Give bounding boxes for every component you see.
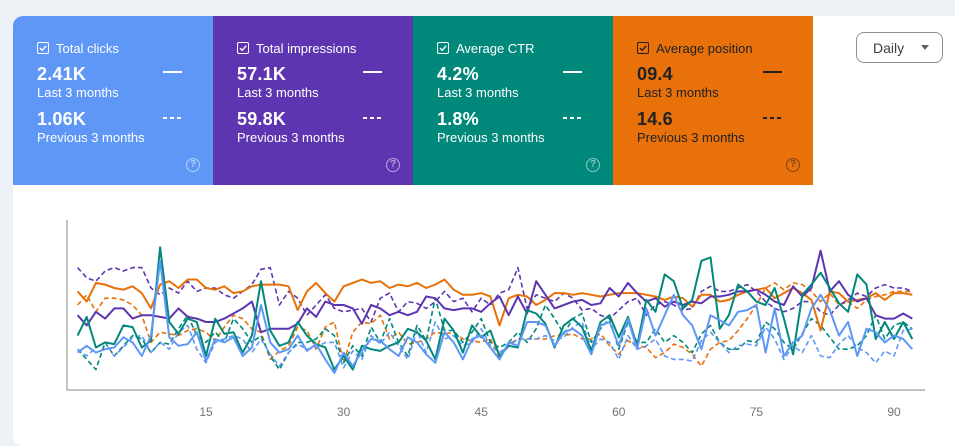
- dashed-line-legend-icon: [563, 117, 582, 119]
- previous-period-label: Previous 3 months: [437, 130, 545, 145]
- dashed-line-legend-icon: [363, 117, 382, 119]
- previous-value: 59.8K: [237, 109, 287, 129]
- performance-card: Total clicks 2.41K Last 3 months 1.06K P…: [13, 16, 955, 446]
- tile-total-clicks[interactable]: Total clicks 2.41K Last 3 months 1.06K P…: [13, 16, 213, 185]
- metric-label: Average CTR: [456, 40, 535, 56]
- x-tick-labels: 15 30 45 60 75 90: [199, 405, 901, 419]
- previous-period-label: Previous 3 months: [637, 130, 745, 145]
- solid-line-legend-icon: [763, 71, 782, 73]
- current-value: 4.2%: [437, 64, 479, 84]
- tile-total-impressions[interactable]: Total impressions 57.1K Last 3 months 59…: [213, 16, 413, 185]
- dashed-line-legend-icon: [163, 117, 182, 119]
- current-value: 57.1K: [237, 64, 287, 84]
- granularity-dropdown[interactable]: Daily: [856, 32, 943, 63]
- previous-period-label: Previous 3 months: [237, 130, 345, 145]
- x-tick-label: 60: [612, 405, 626, 419]
- current-period-label: Last 3 months: [37, 85, 119, 100]
- metric-label: Total impressions: [256, 40, 357, 56]
- tile-average-position[interactable]: Average position 09.4 Last 3 months 14.6…: [613, 16, 813, 185]
- metric-label: Average position: [656, 40, 753, 56]
- previous-value: 1.06K: [37, 109, 87, 129]
- x-tick-label: 45: [475, 405, 489, 419]
- previous-period-label: Previous 3 months: [37, 130, 145, 145]
- granularity-selected: Daily: [873, 39, 905, 56]
- metric-label: Total clicks: [56, 40, 119, 56]
- current-value: 2.41K: [37, 64, 87, 84]
- checkbox-icon[interactable]: [237, 42, 249, 54]
- x-tick-label: 90: [887, 405, 901, 419]
- series-line-clicks-solid: [77, 259, 914, 374]
- checkbox-icon[interactable]: [37, 42, 49, 54]
- help-icon[interactable]: ?: [786, 158, 800, 172]
- x-tick-label: 15: [199, 405, 213, 419]
- series-line-ctr-solid: [76, 246, 914, 371]
- checkbox-icon[interactable]: [437, 42, 449, 54]
- series-line-position-solid: [76, 278, 913, 332]
- current-period-label: Last 3 months: [237, 85, 319, 100]
- solid-line-legend-icon: [363, 71, 382, 73]
- current-period-label: Last 3 months: [437, 85, 519, 100]
- series-line-clicks-dashed: [77, 321, 913, 369]
- tile-average-ctr[interactable]: Average CTR 4.2% Last 3 months 1.8% Prev…: [413, 16, 613, 185]
- solid-line-legend-icon: [163, 71, 182, 73]
- previous-value: 14.6: [637, 109, 673, 129]
- series-layer: [76, 246, 914, 374]
- previous-value: 1.8%: [437, 109, 479, 129]
- solid-line-legend-icon: [563, 71, 582, 73]
- current-value: 09.4: [637, 64, 673, 84]
- caret-down-icon: [921, 45, 929, 50]
- dashed-line-legend-icon: [763, 117, 782, 119]
- help-icon[interactable]: ?: [586, 158, 600, 172]
- x-tick-label: 30: [337, 405, 351, 419]
- help-icon[interactable]: ?: [386, 158, 400, 172]
- current-period-label: Last 3 months: [637, 85, 719, 100]
- help-icon[interactable]: ?: [186, 158, 200, 172]
- metric-tiles: Total clicks 2.41K Last 3 months 1.06K P…: [13, 16, 813, 185]
- checkbox-icon[interactable]: [637, 42, 649, 54]
- x-tick-label: 75: [750, 405, 764, 419]
